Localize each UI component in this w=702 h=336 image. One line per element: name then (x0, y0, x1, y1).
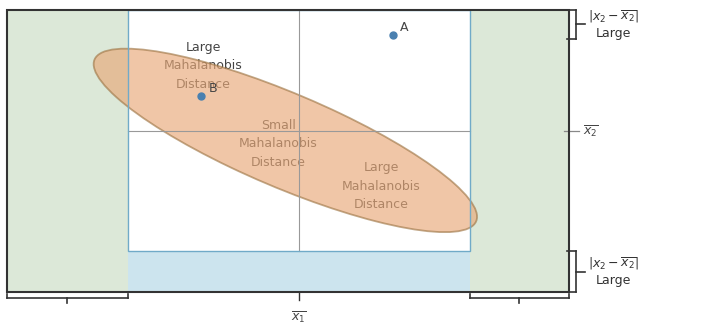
Bar (470, 10, 569, 292)
Text: Large
Mahalanobis
Distance: Large Mahalanobis Distance (164, 41, 242, 91)
Bar (7, 10, 569, 292)
Text: $|x_2 - \overline{x_2}|$
Large: $|x_2 - \overline{x_2}|$ Large (588, 9, 639, 40)
Bar (128, 251, 470, 292)
Text: B: B (208, 82, 217, 95)
Bar (7, 10, 128, 292)
Bar (128, 10, 470, 251)
Text: A: A (400, 21, 409, 34)
Text: $\overline{x_1}$: $\overline{x_1}$ (291, 309, 307, 325)
Text: Small
Mahalanobis
Distance: Small Mahalanobis Distance (239, 119, 318, 169)
Bar (7, 10, 569, 292)
Bar (128, 10, 470, 251)
Text: Large
Mahalanobis
Distance: Large Mahalanobis Distance (342, 161, 420, 211)
Text: $|x_2 - \overline{x_2}|$
Large: $|x_2 - \overline{x_2}|$ Large (588, 256, 639, 287)
Ellipse shape (93, 49, 477, 232)
Text: $\overline{x_2}$: $\overline{x_2}$ (583, 123, 598, 138)
